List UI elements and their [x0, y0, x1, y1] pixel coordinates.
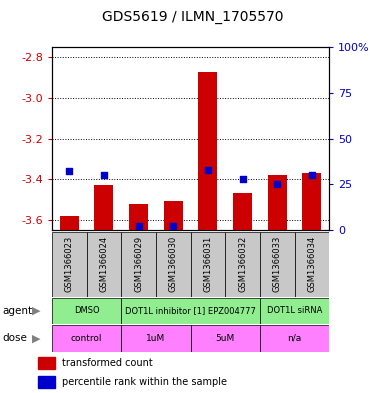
- Bar: [38, 376, 55, 388]
- Text: GSM1366030: GSM1366030: [169, 236, 178, 292]
- Point: [136, 223, 142, 230]
- Text: ▶: ▶: [32, 333, 40, 343]
- Bar: [52, 298, 121, 324]
- Text: GSM1366033: GSM1366033: [273, 236, 282, 292]
- Bar: [260, 232, 295, 297]
- Bar: [129, 204, 148, 230]
- Bar: [191, 325, 260, 352]
- Bar: [260, 298, 329, 324]
- Point: [66, 168, 72, 174]
- Bar: [225, 232, 260, 297]
- Bar: [260, 325, 329, 352]
- Point: [170, 223, 176, 230]
- Text: dose: dose: [2, 333, 27, 343]
- Text: GSM1366031: GSM1366031: [203, 236, 213, 292]
- Bar: [38, 358, 55, 369]
- Text: GDS5619 / ILMN_1705570: GDS5619 / ILMN_1705570: [102, 10, 283, 24]
- Point: [309, 172, 315, 178]
- Text: control: control: [71, 334, 102, 343]
- Point: [274, 181, 280, 187]
- Point: [239, 176, 246, 182]
- Bar: [52, 232, 87, 297]
- Point: [101, 172, 107, 178]
- Bar: [164, 202, 183, 230]
- Text: transformed count: transformed count: [62, 358, 152, 368]
- Text: DOT1L inhibitor [1] EPZ004777: DOT1L inhibitor [1] EPZ004777: [125, 307, 256, 315]
- Bar: [198, 72, 218, 230]
- Text: agent: agent: [2, 306, 32, 316]
- Bar: [295, 232, 329, 297]
- Bar: [121, 325, 191, 352]
- Bar: [268, 175, 287, 230]
- Text: 5uM: 5uM: [216, 334, 235, 343]
- Bar: [87, 232, 121, 297]
- Text: GSM1366024: GSM1366024: [99, 236, 109, 292]
- Bar: [233, 193, 252, 230]
- Text: percentile rank within the sample: percentile rank within the sample: [62, 377, 227, 387]
- Bar: [94, 185, 114, 230]
- Text: GSM1366034: GSM1366034: [307, 236, 316, 292]
- Bar: [302, 173, 321, 230]
- Bar: [121, 298, 260, 324]
- Text: GSM1366029: GSM1366029: [134, 236, 143, 292]
- Text: n/a: n/a: [287, 334, 302, 343]
- Bar: [121, 232, 156, 297]
- Text: DOT1L siRNA: DOT1L siRNA: [267, 307, 322, 315]
- Bar: [52, 325, 121, 352]
- Text: DMSO: DMSO: [74, 307, 99, 315]
- Text: 1uM: 1uM: [146, 334, 166, 343]
- Text: ▶: ▶: [32, 306, 40, 316]
- Point: [205, 167, 211, 173]
- Bar: [60, 216, 79, 230]
- Bar: [191, 232, 225, 297]
- Bar: [156, 232, 191, 297]
- Text: GSM1366032: GSM1366032: [238, 236, 247, 292]
- Text: GSM1366023: GSM1366023: [65, 236, 74, 292]
